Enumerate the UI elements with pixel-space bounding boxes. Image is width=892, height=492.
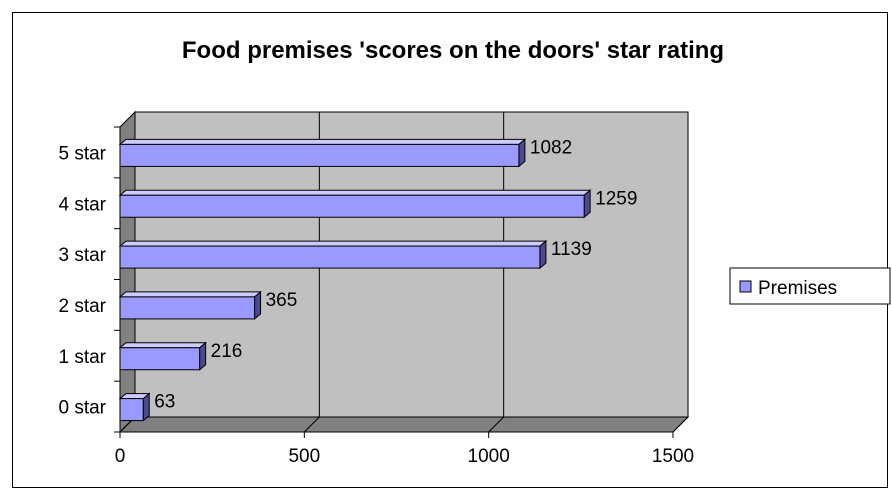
bar-side-face xyxy=(518,138,526,168)
y-tick-label: 0 star xyxy=(58,398,106,419)
y-tick-label: 3 star xyxy=(58,245,106,266)
bar xyxy=(118,341,208,371)
legend-swatch xyxy=(739,280,752,293)
y-axis-ticks: 0 star 1 star 2 star 3 star 4 star 5 star xyxy=(58,126,120,433)
bar-side-face xyxy=(254,290,262,320)
bar-side-face xyxy=(539,240,547,270)
data-label: 1139 xyxy=(551,239,592,260)
bar-top-face xyxy=(118,342,208,349)
bar-side-face xyxy=(199,341,207,371)
bar-side-face xyxy=(142,392,150,422)
y-tick-label: 4 star xyxy=(58,194,106,215)
data-label: 1259 xyxy=(595,188,637,209)
bar xyxy=(118,240,548,270)
legend-entry: Premises xyxy=(758,278,837,299)
floor xyxy=(118,416,690,433)
legend: Premises xyxy=(729,267,891,305)
bar xyxy=(118,189,592,219)
gridline-floor xyxy=(303,416,320,433)
y-tick-label: 1 star xyxy=(58,347,106,368)
bar-front-face xyxy=(119,296,256,320)
bar-front-face xyxy=(119,245,541,269)
gridline-floor xyxy=(488,416,505,433)
bar-front-face xyxy=(119,143,520,167)
x-axis-ticks: 0 500 1000 1500 xyxy=(115,127,694,467)
bar xyxy=(118,290,262,320)
bar-side-face xyxy=(583,189,591,219)
x-tick-label: 500 xyxy=(288,446,320,467)
bars xyxy=(118,138,592,422)
chart-title: Food premises 'scores on the doors' star… xyxy=(182,37,724,64)
bar-top-face xyxy=(118,291,262,298)
x-tick-label: 1000 xyxy=(468,446,510,467)
gridline-floor xyxy=(672,416,689,433)
legend-box xyxy=(729,267,891,305)
data-label: 365 xyxy=(266,290,298,311)
data-label: 63 xyxy=(154,392,175,413)
bar-top-face xyxy=(118,240,548,247)
data-labels: 63 216 365 1139 1259 1082 xyxy=(154,137,637,412)
data-label: 216 xyxy=(211,341,243,362)
bar xyxy=(118,138,527,168)
bar-top-face xyxy=(118,189,592,196)
y-tick-label: 2 star xyxy=(58,296,106,317)
bar-front-face xyxy=(119,194,585,218)
y-tick-label: 5 star xyxy=(58,143,106,164)
bar-front-face xyxy=(119,398,144,422)
x-tick-label: 0 xyxy=(115,446,126,467)
bar xyxy=(118,392,151,422)
x-tick-label: 1500 xyxy=(652,446,694,467)
bar-front-face xyxy=(119,347,201,371)
bar-top-face xyxy=(118,138,527,145)
data-label: 1082 xyxy=(530,137,572,158)
